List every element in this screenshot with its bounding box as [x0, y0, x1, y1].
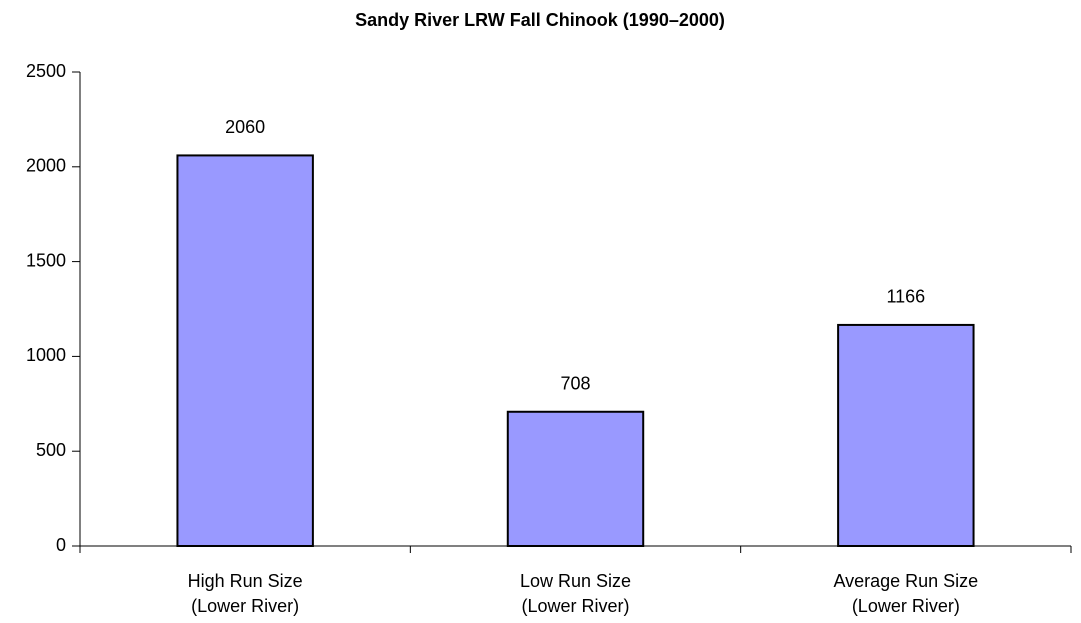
x-tick-label: Low Run Size (Lower River) [520, 571, 631, 616]
data-label: 1166 [886, 287, 925, 307]
y-tick-label: 500 [36, 440, 66, 460]
bar [837, 323, 975, 547]
chart-title: Sandy River LRW Fall Chinook (1990–2000) [355, 10, 725, 30]
x-tick-label: Average Run Size (Lower River) [833, 571, 978, 616]
y-tick-label: 1500 [26, 250, 66, 270]
y-tick-label: 1000 [26, 345, 66, 365]
y-tick-label: 0 [56, 535, 66, 555]
y-tick-label: 2500 [26, 61, 66, 81]
bar [506, 410, 645, 548]
data-label: 2060 [225, 117, 265, 137]
x-tick-label: High Run Size (Lower River) [188, 571, 303, 616]
y-tick-label: 2000 [26, 156, 66, 176]
bar [176, 154, 314, 547]
data-label: 708 [560, 374, 590, 394]
